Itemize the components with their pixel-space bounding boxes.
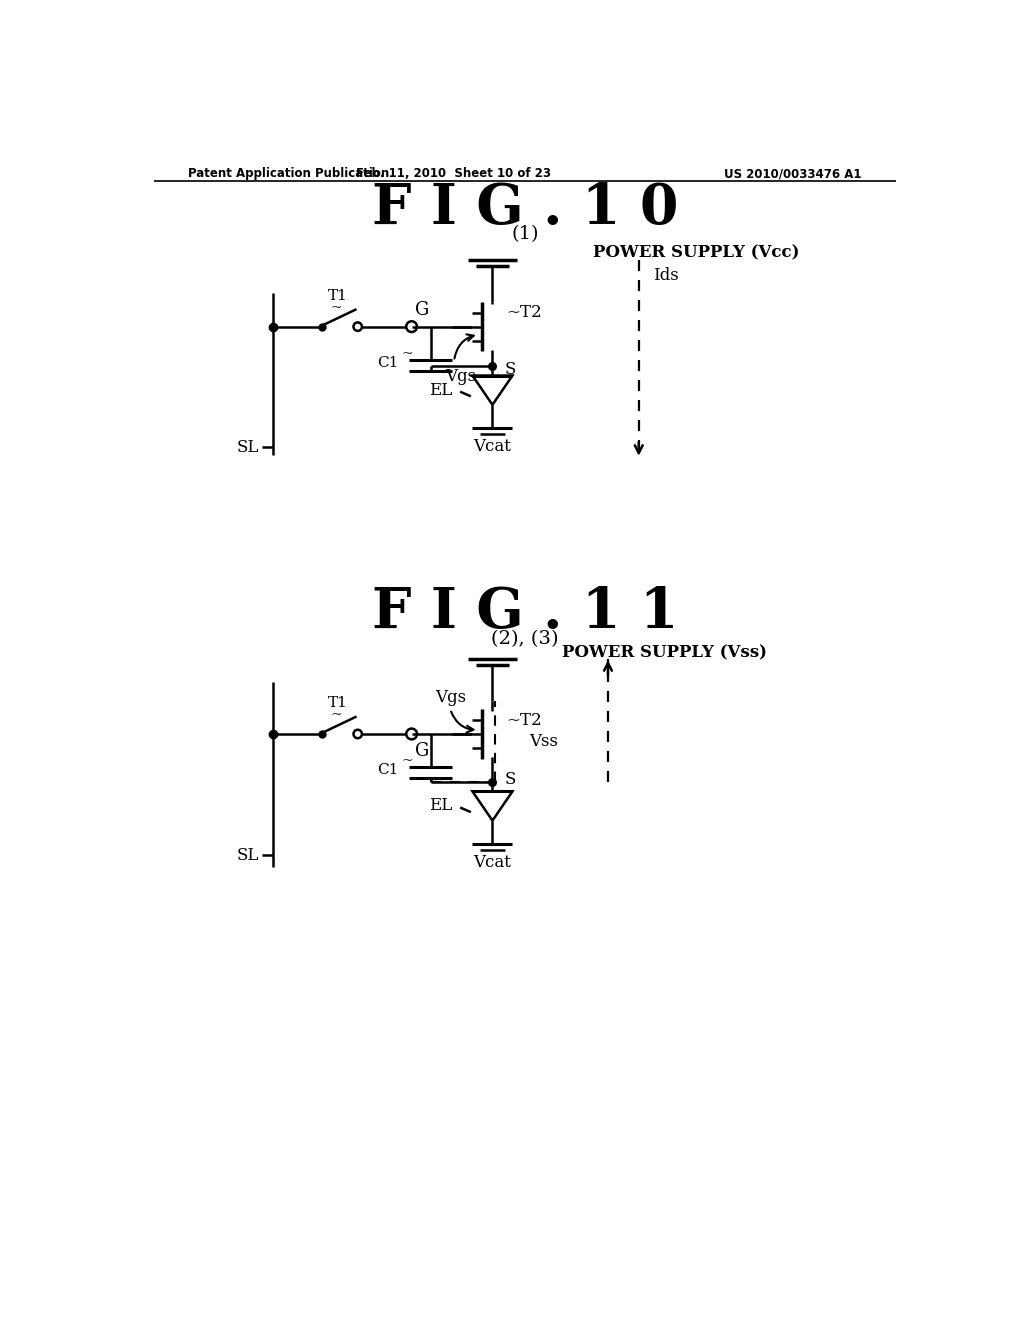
Text: ~: ~ [331, 301, 342, 315]
Text: EL: EL [429, 797, 453, 814]
Text: Vgs: Vgs [444, 368, 476, 385]
Text: SL: SL [237, 846, 259, 863]
Text: EL: EL [429, 381, 453, 399]
Text: ~: ~ [402, 347, 414, 360]
Text: POWER SUPPLY (Vss): POWER SUPPLY (Vss) [562, 644, 767, 661]
Text: ~: ~ [331, 709, 342, 722]
Text: Patent Application Publication: Patent Application Publication [188, 168, 389, 181]
Text: Ids: Ids [652, 267, 678, 284]
Text: Vcat: Vcat [473, 854, 511, 871]
Text: ~T2: ~T2 [506, 305, 542, 321]
Text: C1: C1 [377, 763, 398, 777]
Text: Feb. 11, 2010  Sheet 10 of 23: Feb. 11, 2010 Sheet 10 of 23 [356, 168, 552, 181]
Text: Vcat: Vcat [473, 438, 511, 455]
Text: ~: ~ [402, 754, 414, 768]
Text: T1: T1 [328, 696, 347, 710]
Text: S: S [505, 771, 516, 788]
Text: SL: SL [237, 438, 259, 455]
Text: G: G [416, 742, 430, 760]
Text: C1: C1 [377, 356, 398, 370]
Text: (1): (1) [511, 224, 539, 243]
Text: G: G [416, 301, 430, 318]
Text: ~T2: ~T2 [506, 711, 542, 729]
Text: S: S [505, 360, 516, 378]
Text: T1: T1 [328, 289, 347, 302]
Text: POWER SUPPLY (Vcc): POWER SUPPLY (Vcc) [593, 244, 799, 261]
Text: F I G . 1 0: F I G . 1 0 [372, 181, 678, 236]
Text: Vgs: Vgs [435, 689, 466, 706]
Text: (2), (3): (2), (3) [492, 630, 558, 648]
Text: F I G . 1 1: F I G . 1 1 [372, 585, 678, 640]
Text: US 2010/0033476 A1: US 2010/0033476 A1 [724, 168, 861, 181]
Text: Vss: Vss [529, 733, 558, 750]
